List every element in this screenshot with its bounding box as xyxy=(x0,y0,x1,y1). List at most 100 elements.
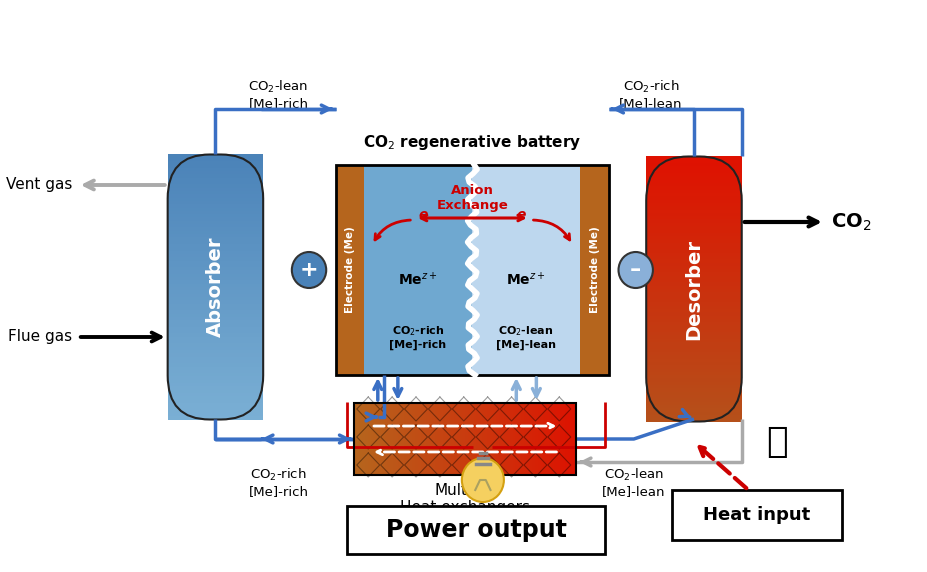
Bar xyxy=(645,265,741,269)
Bar xyxy=(645,282,741,285)
Bar xyxy=(645,166,741,170)
Bar xyxy=(645,169,741,173)
Bar xyxy=(168,326,263,330)
Bar xyxy=(470,403,474,475)
Bar xyxy=(540,403,543,475)
Bar xyxy=(168,370,263,373)
Text: Me$^{z+}$: Me$^{z+}$ xyxy=(398,271,438,289)
Bar xyxy=(645,199,741,203)
Bar xyxy=(645,196,741,200)
Bar xyxy=(645,192,741,196)
Bar xyxy=(353,403,357,475)
Bar xyxy=(168,253,263,257)
Bar xyxy=(168,190,263,194)
Bar xyxy=(645,308,741,312)
Bar xyxy=(168,409,263,413)
Bar xyxy=(671,490,841,540)
Bar xyxy=(428,403,432,475)
Bar xyxy=(392,403,396,475)
Bar xyxy=(423,403,426,475)
Bar xyxy=(168,220,263,224)
Bar xyxy=(168,197,263,201)
Bar xyxy=(645,173,741,176)
Bar xyxy=(168,336,263,340)
FancyArrowPatch shape xyxy=(339,435,349,443)
Bar xyxy=(168,376,263,380)
Bar xyxy=(412,403,415,475)
Bar xyxy=(523,403,527,475)
Bar xyxy=(645,206,741,209)
Bar xyxy=(645,351,741,355)
Bar xyxy=(168,386,263,390)
Bar xyxy=(573,403,577,475)
Bar xyxy=(168,270,263,274)
Bar xyxy=(168,340,263,343)
Bar xyxy=(645,269,741,272)
Bar xyxy=(645,365,741,368)
FancyArrowPatch shape xyxy=(743,217,817,227)
Text: CO$_2$: CO$_2$ xyxy=(830,211,870,233)
Bar xyxy=(553,403,557,475)
Bar xyxy=(168,416,263,419)
Bar xyxy=(168,200,263,204)
Bar xyxy=(398,403,401,475)
Text: Desorber: Desorber xyxy=(684,239,703,340)
Bar xyxy=(645,382,741,385)
Bar xyxy=(503,403,507,475)
FancyArrowPatch shape xyxy=(374,382,381,400)
Bar xyxy=(168,323,263,327)
Text: CO$_2$-rich
[Me]-lean: CO$_2$-rich [Me]-lean xyxy=(618,78,682,110)
Bar xyxy=(378,403,382,475)
Bar xyxy=(168,263,263,267)
Bar xyxy=(168,244,263,247)
Bar xyxy=(645,384,741,388)
Bar xyxy=(168,204,263,208)
Bar xyxy=(168,307,263,310)
Bar xyxy=(168,260,263,264)
Bar xyxy=(506,403,510,475)
FancyArrowPatch shape xyxy=(679,410,690,417)
Bar xyxy=(645,252,741,256)
FancyArrowPatch shape xyxy=(321,105,331,113)
Bar xyxy=(565,403,568,475)
Bar xyxy=(562,403,565,475)
Bar xyxy=(645,216,741,220)
Text: Vent gas: Vent gas xyxy=(6,177,72,193)
Bar xyxy=(168,267,263,271)
Bar xyxy=(168,349,263,353)
Bar xyxy=(645,279,741,283)
Bar xyxy=(645,395,741,398)
Bar xyxy=(542,403,546,475)
Text: +: + xyxy=(299,260,318,280)
Bar xyxy=(168,320,263,323)
Bar xyxy=(384,403,387,475)
Bar xyxy=(168,154,263,158)
Bar xyxy=(645,229,741,233)
Bar xyxy=(347,506,604,554)
Bar xyxy=(645,160,741,163)
Bar xyxy=(645,312,741,316)
Bar xyxy=(645,288,741,292)
Bar xyxy=(478,403,482,475)
Bar xyxy=(168,383,263,386)
Bar xyxy=(168,346,263,350)
Bar xyxy=(645,202,741,206)
Bar xyxy=(567,403,571,475)
Bar xyxy=(406,403,410,475)
Bar xyxy=(451,403,454,475)
Bar xyxy=(645,305,741,309)
Bar xyxy=(645,335,741,339)
Bar xyxy=(548,403,552,475)
Bar xyxy=(395,403,399,475)
Text: Absorber: Absorber xyxy=(206,237,224,337)
Bar xyxy=(645,219,741,223)
Bar xyxy=(168,356,263,360)
Bar xyxy=(545,403,549,475)
Bar xyxy=(551,403,554,475)
Bar xyxy=(362,403,365,475)
Bar xyxy=(517,403,521,475)
Bar xyxy=(168,277,263,280)
Text: CO$_2$-rich
[Me]-rich: CO$_2$-rich [Me]-rich xyxy=(248,466,308,498)
Bar xyxy=(531,403,535,475)
Bar xyxy=(556,403,560,475)
